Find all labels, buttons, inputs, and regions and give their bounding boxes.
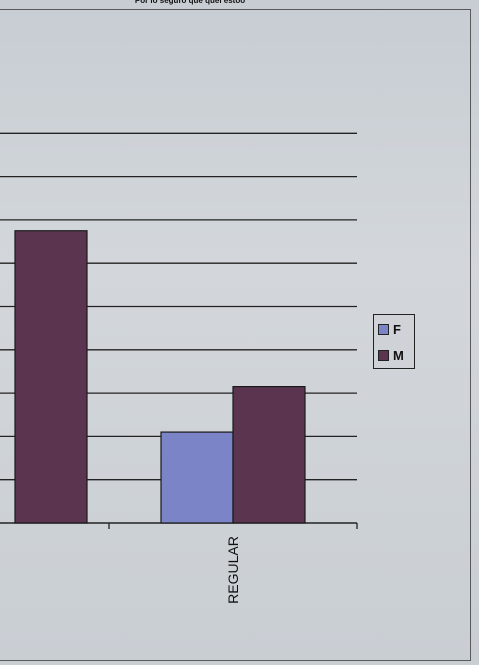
chart-title: Por lo seguro que quel estoo xyxy=(134,0,246,5)
chart-frame xyxy=(0,9,471,661)
bar-m-1 xyxy=(232,386,306,524)
legend-swatch-m xyxy=(378,349,389,361)
bar-m-0 xyxy=(14,230,88,524)
legend-item-f: F xyxy=(378,321,401,337)
category-label: REGULAR xyxy=(225,536,241,604)
bar-f-1 xyxy=(160,431,234,524)
chart-legend: F M xyxy=(373,314,415,369)
legend-label-m: M xyxy=(393,347,404,363)
legend-item-m: M xyxy=(378,347,404,363)
legend-label-f: F xyxy=(393,321,401,337)
legend-swatch-f xyxy=(378,323,389,335)
